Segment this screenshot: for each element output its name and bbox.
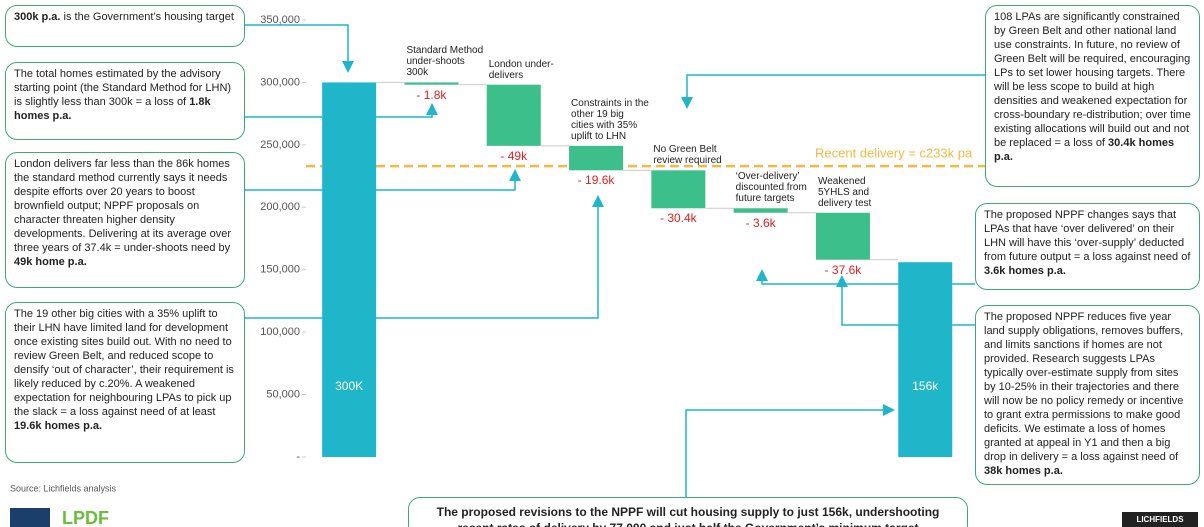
value-label: - 3.6k — [745, 215, 776, 230]
annotation-text: 19.6k homes p.a. — [14, 420, 103, 432]
value-label: - 49k — [500, 148, 528, 163]
category-label: No Green Belt review required — [653, 144, 722, 167]
annotation-text: The proposed NPPF changes says that LPAs… — [984, 209, 1191, 263]
y-tick-label: 50,000 — [266, 388, 300, 400]
connector — [685, 404, 895, 497]
annotation-text: 300k p.a. — [14, 11, 61, 23]
annotation: The total homes estimated by the advisor… — [5, 62, 245, 140]
logo-icon — [10, 508, 50, 527]
bar — [322, 82, 377, 457]
annotation: 108 LPAs are significantly constrained b… — [985, 5, 1200, 187]
value-label: - 30.4k — [660, 211, 697, 226]
annotation-text: The proposed revisions to the NPPF will … — [436, 505, 940, 527]
category-label: ‘Over-delivery’ discounted from future t… — [735, 171, 807, 205]
y-tick-label: 250,000 — [260, 139, 300, 151]
annotation-text: The 19 other big cities with a 35% uplif… — [14, 308, 234, 418]
y-tick-label: 300,000 — [260, 76, 300, 88]
bar — [404, 82, 459, 85]
y-tick-label: 350,000 — [260, 14, 300, 26]
bar — [898, 262, 953, 457]
connector — [245, 169, 521, 191]
source: Source: Lichfields analysis — [10, 483, 117, 493]
annotation: 300k p.a. is the Government’s housing ta… — [5, 5, 245, 47]
connector — [681, 74, 985, 109]
value-label: - 37.6k — [824, 262, 862, 277]
logo-bg — [1122, 512, 1198, 527]
logo: LPDF — [62, 508, 109, 527]
annotation-text: 3.6k homes p.a. — [984, 265, 1066, 277]
y-tick-label: 150,000 — [260, 264, 300, 276]
annotation-text: 38k homes p.a. — [984, 465, 1063, 477]
bar — [486, 84, 541, 146]
connector — [245, 195, 604, 319]
annotation-text: London delivers far less than the 86k ho… — [14, 158, 232, 254]
y-tick-label: 100,000 — [260, 326, 300, 338]
annotation-text: 1.8k homes p.a. — [14, 96, 211, 122]
annotation-text: 108 LPAs are significantly constrained b… — [994, 11, 1191, 149]
reference-label: Recent delivery = c233k pa — [815, 146, 973, 161]
value-label: - 1.8k — [416, 87, 447, 102]
connector — [245, 24, 354, 73]
category-label: Weakened 5YHLS and delivery test — [817, 175, 872, 209]
bar — [651, 170, 706, 209]
annotation-text: The total homes estimated by the advisor… — [14, 68, 232, 108]
category-label: Standard Method under-shoots 300k — [406, 45, 484, 79]
bar — [815, 212, 870, 260]
annotation: The proposed revisions to the NPPF will … — [408, 497, 968, 527]
value-label: - 19.6k — [577, 173, 615, 188]
annotation: London delivers far less than the 86k ho… — [5, 152, 245, 288]
annotation-text: is the Government’s housing target — [60, 11, 234, 23]
annotation: The proposed NPPF changes says that LPAs… — [975, 203, 1200, 290]
category-label: Constraints in the other 19 big cities w… — [571, 97, 649, 142]
annotation-text: 49k home p.a. — [14, 256, 87, 268]
y-tick-label: - — [296, 451, 300, 463]
value-label: 156k — [912, 379, 939, 393]
y-tick-label: 200,000 — [260, 201, 300, 213]
annotation: The proposed NPPF reduces five year land… — [975, 305, 1200, 485]
annotation-text: 30.4k homes p.a. — [994, 137, 1175, 163]
connector — [245, 103, 438, 118]
bar — [733, 208, 788, 213]
value-label: 300K — [335, 379, 364, 393]
logo: LICHFIELDS — [1136, 515, 1184, 524]
annotation: The 19 other big cities with a 35% uplif… — [5, 302, 245, 463]
annotation-text: The proposed NPPF reduces five year land… — [984, 311, 1184, 463]
category-label: London under-delivers — [488, 58, 554, 81]
bar — [569, 145, 624, 171]
